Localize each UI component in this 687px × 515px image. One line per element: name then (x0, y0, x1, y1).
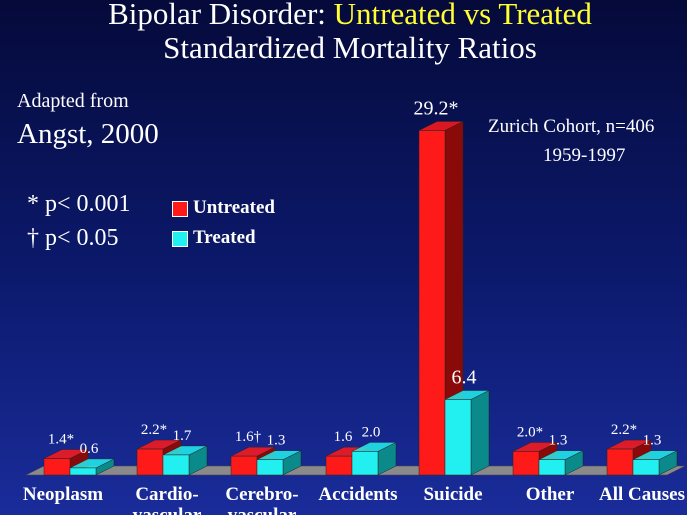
chart-title-line2: Standardized Mortality Ratios (163, 30, 537, 65)
bar-treated-2 (256, 450, 302, 476)
data-label-untreated-2: 1.6† (235, 429, 262, 445)
data-label-treated-0: 0.6 (80, 441, 99, 457)
data-label-untreated-4: 29.2* (414, 97, 459, 119)
bar-untreated-0 (43, 449, 89, 476)
data-label-treated-4: 6.4 (452, 366, 477, 388)
legend-swatch-treated (172, 231, 188, 247)
legend-label-treated: Treated (193, 227, 256, 248)
category-label-4: Suicide (423, 484, 482, 505)
bar-treated-5 (538, 450, 584, 476)
data-label-treated-6: 1.3 (643, 433, 662, 449)
category-label-0: Neoplasm (23, 484, 103, 505)
category-label-1: Cardio- (135, 484, 198, 505)
bar-treated-6 (632, 450, 678, 476)
data-label-treated-3: 2.0 (362, 424, 381, 440)
data-label-untreated-1: 2.2* (141, 422, 167, 438)
source-line2: Angst, 2000 (17, 118, 159, 150)
bar-untreated-4 (418, 121, 464, 476)
data-label-untreated-3: 1.6 (334, 429, 353, 445)
category-label-3: Accidents (318, 484, 397, 505)
category-label-2: Cerebro- (225, 484, 298, 505)
bar-treated-1 (162, 445, 208, 476)
data-label-treated-5: 1.3 (549, 433, 568, 449)
legend-swatch-untreated (172, 201, 188, 217)
category-label-2: vascular (228, 505, 297, 515)
bar-treated-0 (69, 458, 115, 476)
source-line1: Adapted from (17, 90, 129, 112)
data-label-untreated-0: 1.4* (48, 431, 74, 447)
title-prefix: Bipolar Disorder: (108, 0, 334, 31)
bar-treated-4 (444, 390, 490, 476)
category-label-6: All Causes (599, 484, 685, 505)
data-label-treated-2: 1.3 (267, 433, 286, 449)
significance-note-1: * p< 0.001 (27, 191, 131, 217)
chart-title-line1: Bipolar Disorder: Untreated vs Treated (0, 0, 687, 32)
data-label-untreated-6: 2.2* (611, 422, 637, 438)
cohort-note-2: 1959-1997 (543, 145, 626, 166)
data-label-treated-1: 1.7 (173, 428, 192, 444)
bar-treated-3 (351, 441, 397, 476)
category-label-5: Other (526, 484, 575, 505)
legend-label-untreated: Untreated (193, 197, 275, 218)
category-label-1: vascular (133, 505, 202, 515)
cohort-note-1: Zurich Cohort, n=406 (488, 116, 655, 137)
significance-note-2: † p< 0.05 (27, 225, 119, 251)
data-label-untreated-5: 2.0* (517, 424, 543, 440)
title-highlight: Untreated vs Treated (333, 0, 592, 31)
